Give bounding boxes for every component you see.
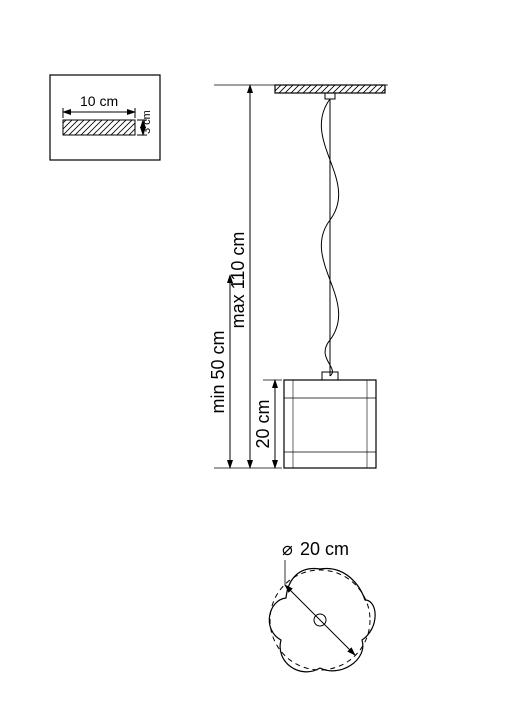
top-plan-view: ⌀ 20 cm	[269, 539, 375, 672]
shade-height-label: 20 cm	[253, 399, 273, 448]
canopy-width-label: 10 cm	[80, 93, 118, 109]
total-height-label: max 110 cm	[228, 232, 248, 329]
technical-drawing: 10 cm 3 cm max 110 cm min 50 cm	[0, 0, 528, 720]
canopy-inset: 10 cm 3 cm	[50, 75, 160, 160]
diameter-label: 20 cm	[300, 539, 349, 559]
diameter-symbol: ⌀	[282, 539, 293, 559]
min-height-label: min 50 cm	[208, 330, 228, 413]
canopy-height-label: 3 cm	[141, 110, 153, 134]
front-elevation: max 110 cm min 50 cm 20 cm	[208, 85, 388, 468]
